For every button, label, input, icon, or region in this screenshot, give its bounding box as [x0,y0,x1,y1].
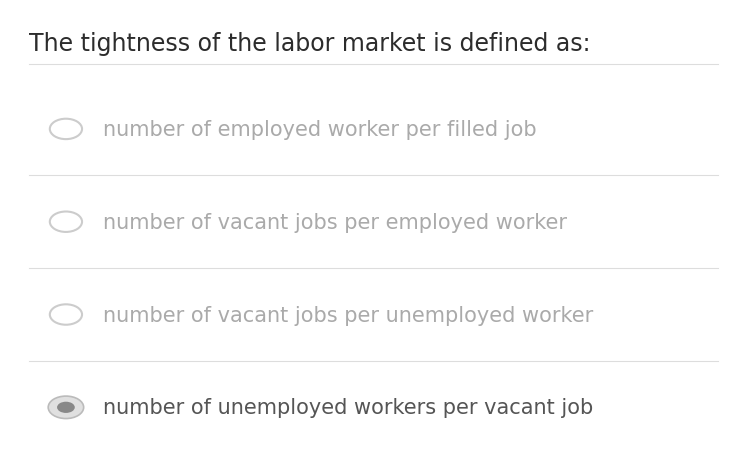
Text: The tightness of the labor market is defined as:: The tightness of the labor market is def… [29,32,591,56]
Text: number of employed worker per filled job: number of employed worker per filled job [102,119,536,140]
Circle shape [48,396,84,419]
Text: number of vacant jobs per unemployed worker: number of vacant jobs per unemployed wor… [102,305,593,325]
Circle shape [57,402,75,413]
Text: number of unemployed workers per vacant job: number of unemployed workers per vacant … [102,397,593,418]
Text: number of vacant jobs per employed worker: number of vacant jobs per employed worke… [102,212,567,232]
